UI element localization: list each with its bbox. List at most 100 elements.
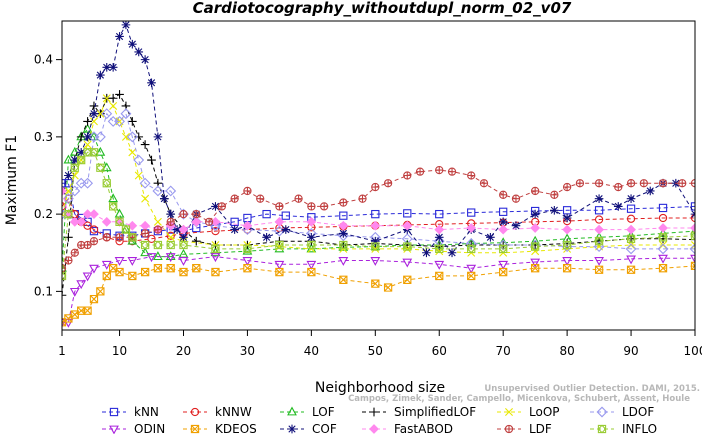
point-cof-13	[140, 55, 150, 64]
legend-marker-lof	[287, 406, 297, 416]
legend-marker-kdeos	[190, 424, 200, 434]
point-odin-8	[127, 257, 138, 266]
point-ldf-6	[102, 233, 111, 242]
point-fastabod-19	[370, 220, 381, 231]
point-ldof-9	[114, 115, 126, 127]
point-knn-22	[403, 209, 412, 218]
series-cof	[62, 21, 695, 258]
series-inflo	[62, 147, 695, 281]
point-ldf-37	[562, 182, 572, 192]
point-inflo-0	[62, 271, 67, 281]
point-ldf-23	[339, 198, 348, 207]
point-inflo-1	[64, 209, 73, 219]
legend-item-inflo: INFLO	[590, 422, 657, 434]
point-inflo-19	[306, 240, 316, 250]
point-knn-25	[499, 207, 508, 216]
point-ldof-11	[126, 131, 138, 143]
point-loop-11	[128, 148, 137, 157]
point-simplifiedlof-5	[89, 101, 99, 111]
watermark-line-2: Campos, Zimek, Sander, Campello, Micenko…	[348, 394, 690, 404]
legend-label-odin: ODIN	[134, 422, 165, 434]
point-cof-22	[230, 225, 239, 234]
point-ldf-39	[594, 179, 604, 188]
point-kdeos-6	[96, 287, 105, 296]
point-loop-32	[691, 241, 695, 250]
point-ldf-34	[511, 194, 521, 203]
point-fastabod-9	[140, 220, 151, 231]
point-inflo-18	[275, 240, 284, 250]
point-odin-16	[338, 257, 349, 266]
point-ldf-31	[467, 171, 476, 180]
legend-item-lof: LOF	[280, 405, 335, 419]
point-odin-18	[402, 258, 413, 268]
series-line-fastabod	[62, 190, 695, 231]
legend-label-fastabod: FastABOD	[394, 422, 453, 434]
point-cof-4	[83, 132, 92, 142]
point-cof-2	[70, 155, 80, 165]
point-knnw-10	[166, 231, 175, 240]
legend-marker-ldf	[504, 424, 514, 434]
point-inflo-17	[243, 244, 252, 254]
series-odin	[62, 253, 695, 328]
legend-label-loop: LoOP	[529, 405, 560, 419]
point-kdeos-23	[403, 275, 412, 284]
point-kdeos-15	[192, 264, 201, 273]
point-ldf-22	[320, 202, 329, 211]
legend-marker-fastabod	[369, 424, 379, 434]
point-inflo-29	[626, 234, 636, 244]
legend-item-fastabod: FastABOD	[362, 422, 453, 434]
point-ldof-1	[62, 193, 74, 205]
legend-label-simplifiedlof: SimplifiedLOF	[394, 405, 476, 419]
point-simplifiedlof-8	[108, 93, 118, 103]
point-odin-17	[370, 257, 381, 266]
point-lof-15	[178, 248, 189, 258]
point-ldof-26	[465, 238, 477, 249]
point-inflo-2	[70, 163, 80, 173]
point-knnw-24	[594, 215, 604, 224]
point-loop-4	[83, 140, 92, 149]
series-line-knnw	[62, 197, 695, 242]
point-odin-22	[530, 258, 541, 268]
point-inflo-30	[658, 232, 668, 242]
point-kdeos-29	[594, 265, 604, 274]
point-knnw-26	[658, 213, 668, 223]
point-fastabod-0	[62, 186, 67, 196]
point-ldf-5	[89, 237, 99, 246]
point-odin-5	[89, 264, 99, 274]
point-kdeos-17	[243, 264, 252, 273]
x-axis-label: Neighborhood size	[315, 380, 445, 396]
legend-item-knn: kNN	[102, 405, 159, 419]
point-odin-13	[242, 257, 253, 266]
point-kdeos-27	[531, 264, 540, 273]
point-inflo-31	[690, 231, 695, 241]
point-fastabod-22	[466, 223, 477, 233]
y-tick-label-0.2: 0.2	[34, 207, 53, 221]
point-ldf-21	[307, 202, 316, 211]
point-fastabod-25	[562, 224, 573, 235]
point-fastabod-24	[530, 223, 541, 233]
point-cof-28	[370, 236, 380, 246]
point-loop-14	[153, 217, 162, 226]
point-inflo-22	[402, 242, 412, 251]
point-ldf-11	[166, 217, 175, 226]
point-kdeos-16	[211, 267, 220, 277]
point-inflo-24	[466, 244, 476, 254]
legend-item-kdeos: KDEOS	[183, 422, 257, 434]
point-fastabod-4	[82, 209, 93, 220]
point-kdeos-31	[658, 264, 668, 273]
legend-label-lof: LOF	[312, 405, 335, 419]
point-kdeos-9	[115, 267, 124, 277]
x-tick-label-50: 50	[368, 344, 383, 358]
point-odin-11	[178, 257, 189, 266]
point-cof-26	[307, 232, 316, 242]
point-inflo-14	[166, 240, 176, 250]
point-ldf-16	[230, 194, 239, 203]
point-inflo-20	[338, 240, 348, 250]
point-fastabod-28	[658, 223, 668, 233]
point-kdeos-28	[562, 264, 572, 273]
point-ldf-2	[70, 248, 79, 257]
point-simplifiedlof-9	[115, 90, 124, 99]
point-kdeos-24	[435, 271, 444, 281]
point-kdeos-25	[467, 271, 476, 281]
